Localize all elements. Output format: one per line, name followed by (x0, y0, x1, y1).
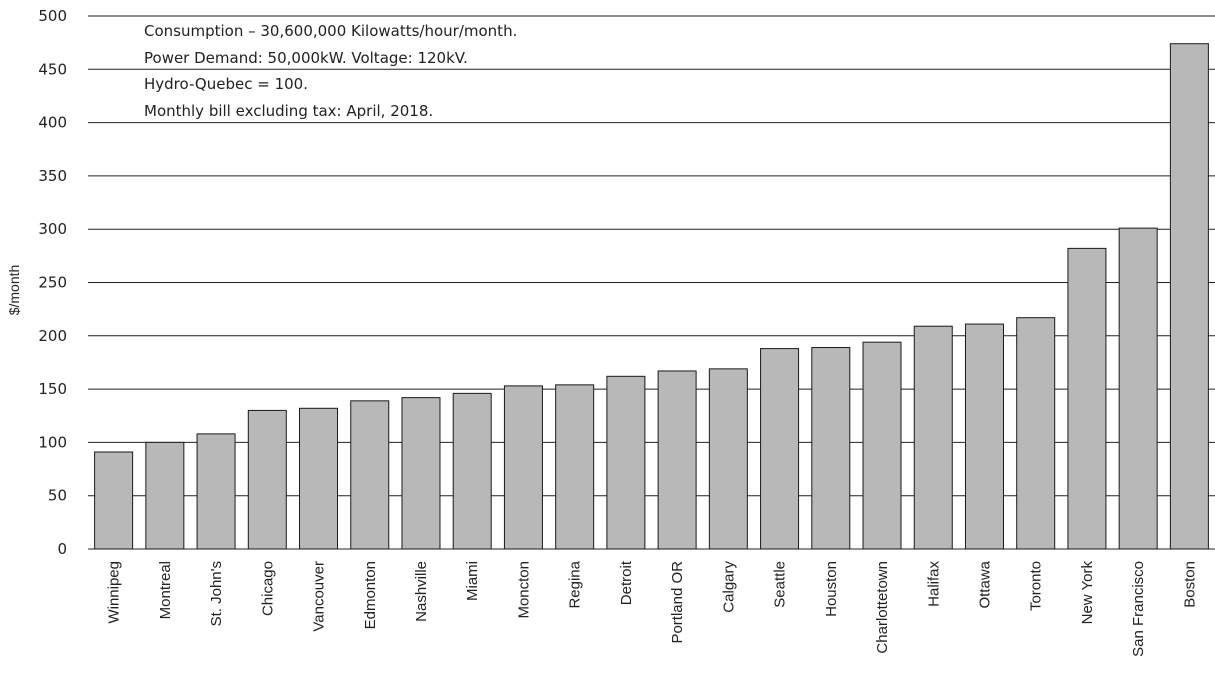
y-tick-label: 300 (38, 220, 67, 238)
x-category-label: Nashville (413, 561, 430, 622)
x-category-label: Ottawa (976, 560, 993, 608)
bar-houston (811, 347, 851, 550)
y-axis-ticks: 0 50 100 150 200 250 300 350 400 450 500 (38, 7, 67, 558)
x-category-label: Chicago (259, 561, 276, 616)
bar-moncton (503, 385, 543, 550)
y-tick-label: 350 (38, 167, 67, 185)
bar-nashville (401, 397, 441, 550)
y-axis-title: $/month (6, 265, 22, 316)
bar-toronto (1016, 317, 1056, 550)
y-tick-label: 150 (38, 380, 67, 398)
bar-calgary (708, 368, 748, 550)
bar-san-francisco (1118, 227, 1158, 550)
bar-st-john-s (196, 433, 236, 550)
x-category-label: Boston (1181, 561, 1198, 608)
bar-miami (452, 392, 492, 550)
bar-boston (1169, 43, 1209, 550)
x-category-label: Moncton (515, 561, 532, 619)
x-category-label: Charlottetown (874, 561, 891, 654)
note-line-4: Monthly bill excluding tax: April, 2018. (144, 102, 433, 120)
y-tick-label: 200 (38, 327, 67, 345)
x-category-label: Miami (464, 561, 481, 601)
y-tick-label: 450 (38, 60, 67, 78)
bar-charlottetown (862, 341, 902, 550)
x-axis-categories: Winnipeg Montreal St. John's Chicago Vancouv… (106, 560, 1199, 657)
x-category-label: New York (1079, 561, 1096, 625)
y-tick-label: 400 (38, 114, 67, 132)
y-tick-label: 500 (38, 7, 67, 25)
x-category-label: Seattle (772, 561, 789, 608)
x-category-label: Portland OR (669, 561, 686, 644)
bar-chicago (247, 409, 287, 550)
bar-regina (555, 384, 595, 550)
x-category-label: St. John's (208, 561, 225, 626)
bar-montreal (145, 441, 185, 550)
y-tick-label: 250 (38, 274, 67, 292)
y-tick-label: 100 (38, 433, 67, 451)
note-line-3: Hydro-Quebec = 100. (144, 75, 308, 93)
x-category-label: Houston (823, 561, 840, 617)
bar-ottawa (964, 323, 1004, 550)
chart-notes: Consumption – 30,600,000 Kilowatts/hour/… (144, 22, 517, 120)
bar-portland-or (657, 370, 697, 550)
bar-detroit (606, 375, 646, 550)
x-category-label: Halifax (925, 561, 942, 607)
x-category-label: Regina (567, 560, 584, 608)
x-category-label: Edmonton (362, 561, 379, 629)
bar-vancouver (299, 407, 339, 550)
bar-winnipeg (94, 451, 134, 550)
bar-halifax (913, 325, 953, 550)
x-category-label: Montreal (157, 561, 174, 619)
bar-seattle (760, 348, 800, 550)
x-category-label: Toronto (1028, 561, 1045, 611)
y-tick-label: 50 (48, 487, 67, 505)
x-category-label: Detroit (618, 560, 635, 605)
note-line-2: Power Demand: 50,000kW. Voltage: 120kV. (144, 49, 468, 67)
bar-new-york (1067, 247, 1107, 550)
x-category-label: Calgary (720, 561, 737, 613)
y-tick-label: 0 (57, 540, 67, 558)
x-category-label: San Francisco (1130, 561, 1147, 657)
bar-edmonton (350, 400, 390, 550)
bars (94, 43, 1209, 550)
x-category-label: Winnipeg (106, 561, 123, 624)
note-line-1: Consumption – 30,600,000 Kilowatts/hour/… (144, 22, 517, 40)
x-category-label: Vancouver (311, 561, 328, 632)
